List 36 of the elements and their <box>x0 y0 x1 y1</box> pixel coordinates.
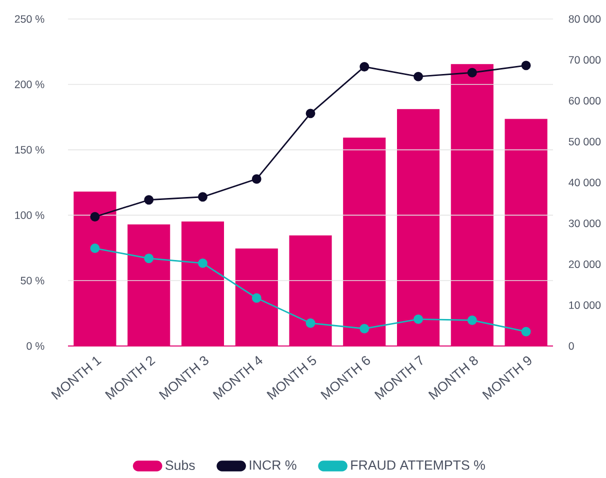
y-tick-label: 50 % <box>20 276 44 284</box>
point <box>306 318 316 328</box>
y2-tick-label: 60 000 <box>568 96 601 105</box>
y-tick-label: 200 % <box>14 80 44 88</box>
point <box>521 60 531 70</box>
point <box>467 68 477 78</box>
point <box>198 258 208 268</box>
point <box>414 72 424 82</box>
y2-tick-label: 20 000 <box>568 260 601 268</box>
point <box>360 324 370 334</box>
y-tick-label: 0 % <box>26 342 44 350</box>
point <box>467 315 477 325</box>
point <box>144 195 154 205</box>
legend-label: FRAUD ATTEMPTS % <box>351 460 485 470</box>
y-tick-label: 150 % <box>15 146 44 154</box>
y2-tick-label: 10 000 <box>569 301 601 309</box>
point <box>306 108 316 118</box>
y2-tick-label: 30 000 <box>568 220 601 228</box>
y2-tick-label: 80 000 <box>568 15 601 23</box>
y2-tick-label: 40 000 <box>568 178 601 186</box>
point <box>252 174 262 184</box>
y2-tick-label: 0 <box>568 342 574 350</box>
point <box>90 244 100 254</box>
point <box>144 254 154 264</box>
y2-tick-label: 70 000 <box>568 56 601 64</box>
y-tick-label: 250 % <box>14 15 44 23</box>
point <box>360 62 370 72</box>
legend-label: INCR % <box>250 460 296 470</box>
point <box>414 314 424 324</box>
point <box>198 192 208 202</box>
point <box>252 293 262 303</box>
point <box>521 326 531 336</box>
point <box>90 212 100 222</box>
y2-tick-label: 50 000 <box>568 138 601 146</box>
legend-label: Subs <box>166 460 195 470</box>
y-tick-label: 100 % <box>15 211 44 219</box>
